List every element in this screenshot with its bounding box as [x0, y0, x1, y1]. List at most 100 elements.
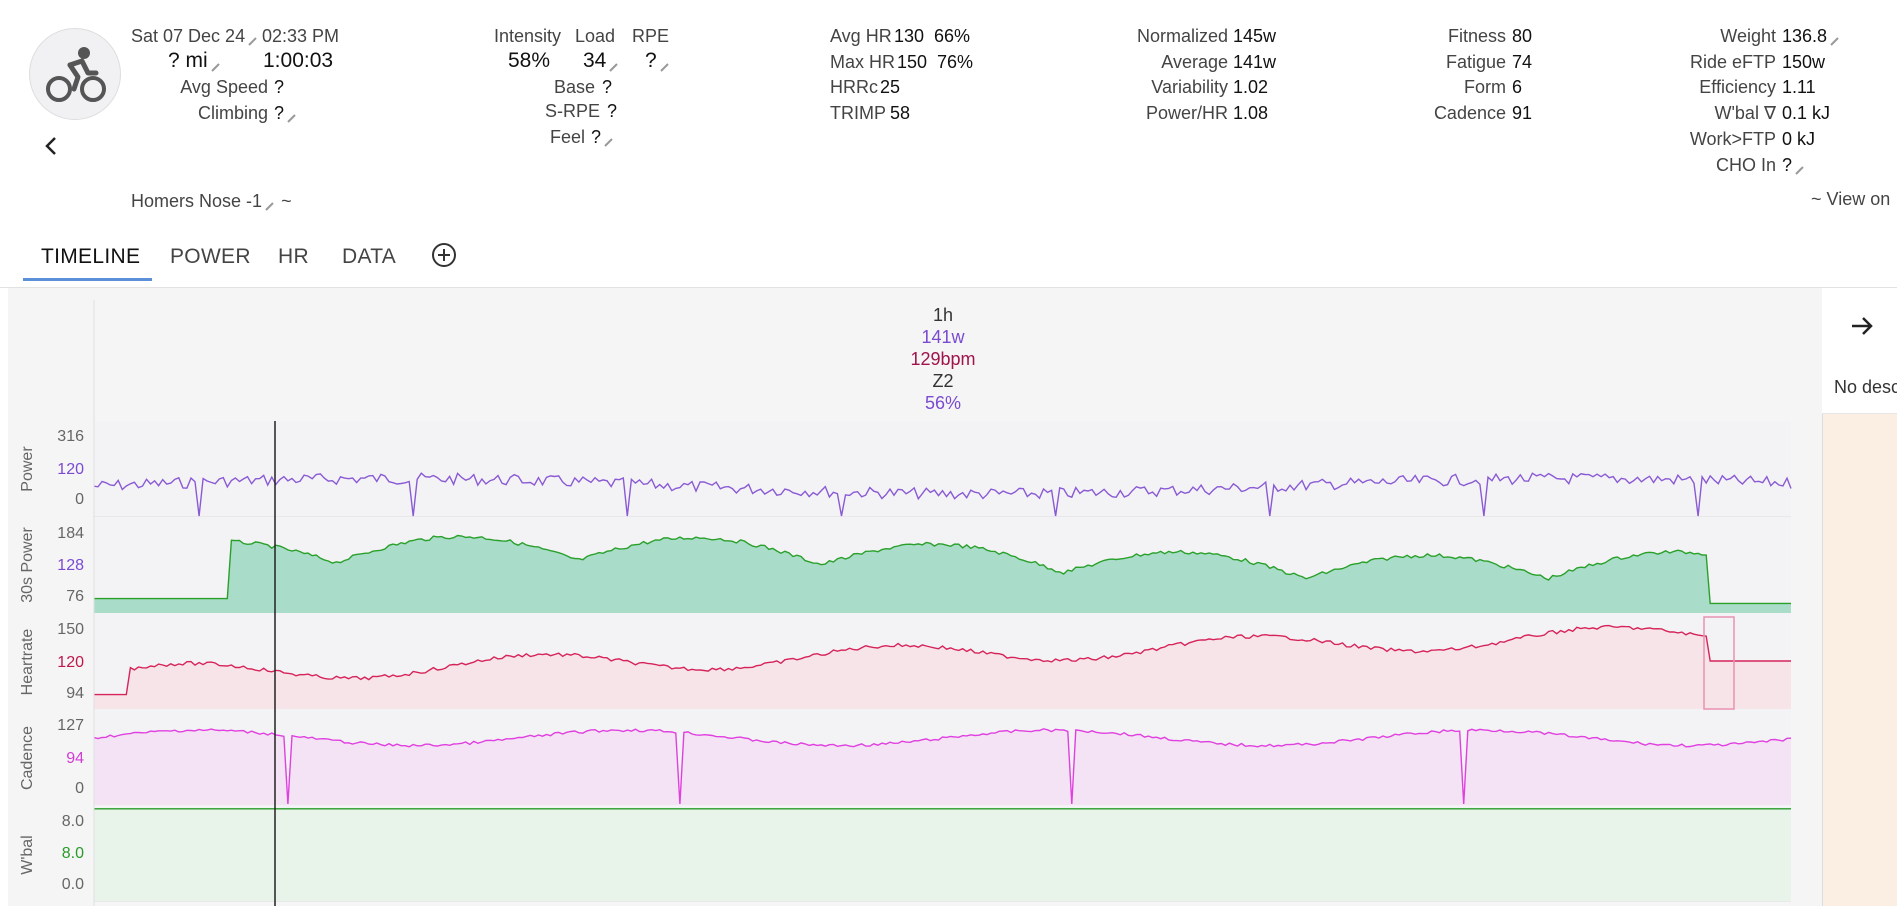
fitness-value: 80 [1512, 26, 1533, 46]
cadence-axis-label: Cadence [19, 725, 36, 791]
form-label: Form [1464, 77, 1506, 97]
weight-label: Weight [1720, 26, 1776, 46]
timeline-charts[interactable] [0, 0, 1822, 906]
avg-hr-value: 130 [894, 26, 925, 46]
climbing-value: ? [274, 103, 298, 124]
cadence-tick-max: 127 [57, 717, 84, 734]
avg-hr-label: Avg HR [830, 26, 892, 46]
hr-selection-box [1703, 616, 1735, 710]
power-tick-min: 0 [75, 491, 84, 508]
wbal-tick-mid: 8.0 [61, 845, 84, 862]
efficiency-label: Efficiency [1699, 77, 1776, 97]
power30-tick-mid: 128 [57, 557, 84, 574]
intensity-value: 58% [508, 49, 551, 72]
wbal-tick-min: 0.0 [61, 876, 84, 893]
header-divider [0, 287, 1897, 288]
add-tab-icon[interactable] [431, 242, 457, 268]
back-arrow-icon[interactable] [40, 134, 64, 158]
hr-tick-max: 150 [57, 621, 84, 638]
edit-pencil-icon[interactable] [659, 55, 671, 73]
efficiency-value: 1.11 [1782, 77, 1816, 97]
tab-hr[interactable]: HR [278, 245, 309, 268]
power-tick-max: 316 [57, 428, 84, 445]
cadence-label: Cadence [1433, 103, 1506, 123]
chart-lane-bg [94, 421, 1791, 517]
power30-tick-max: 184 [57, 525, 84, 542]
climbing-label: Climbing [197, 103, 268, 123]
normalized-label: Normalized [1136, 26, 1228, 46]
hrrc-label: HRRc [830, 77, 878, 97]
activity-time: 02:33 PM [262, 26, 340, 46]
tab-timeline[interactable]: TIMELINE [41, 245, 141, 268]
arrow-right-icon[interactable] [1848, 312, 1876, 340]
base-value: ? [602, 77, 613, 97]
srpe-value: ? [607, 101, 618, 121]
variability-value: 1.02 [1233, 77, 1269, 97]
trimp-value: 58 [890, 103, 911, 123]
edit-pencil-icon[interactable] [603, 132, 615, 147]
hrrc-value: 25 [880, 77, 901, 97]
edit-pencil-icon[interactable] [247, 31, 259, 46]
fatigue-label: Fatigue [1445, 52, 1506, 72]
cycling-icon [46, 47, 106, 102]
cadence-tick-min: 0 [75, 780, 84, 797]
work-ftp-label: Work>FTP [1689, 129, 1776, 149]
edit-pencil-icon[interactable] [286, 108, 298, 123]
series-area-1 [94, 535, 1791, 613]
avg-speed-label: Avg Speed [180, 77, 268, 97]
tab-power[interactable]: POWER [170, 245, 251, 268]
series-line-1 [94, 534, 1791, 605]
wbal-value: 0.1 kJ [1782, 103, 1831, 123]
max-hr-pct: 76% [937, 52, 974, 72]
feel-label: Feel [549, 127, 585, 147]
activity-name[interactable]: Homers Nose -1 ~ [131, 191, 292, 211]
cho-label: CHO In [1715, 155, 1776, 175]
power-hr-label: Power/HR [1145, 103, 1228, 123]
cho-value: ? [1782, 155, 1806, 176]
edit-pencil-icon[interactable] [608, 55, 620, 73]
power-axis-label: Power [19, 446, 36, 492]
eftp-label: Ride eFTP [1689, 52, 1776, 72]
max-hr-value: 150 [897, 52, 928, 72]
intensity-label: Intensity [494, 26, 562, 46]
trimp-label: TRIMP [830, 103, 886, 123]
distance-value: ? mi [168, 49, 222, 73]
summary-pct: 56% [924, 393, 962, 413]
series-area-3 [94, 728, 1791, 805]
cadence-value: 91 [1512, 103, 1533, 123]
fitness-label: Fitness [1447, 26, 1506, 46]
duration-value: 1:00:03 [263, 49, 334, 72]
base-label: Base [553, 77, 595, 97]
summary-hr: 129bpm [910, 349, 976, 369]
wbal-axis-label: W'bal [19, 835, 36, 875]
heartrate-axis-label: Heartrate [19, 628, 36, 696]
active-tab-indicator [23, 278, 152, 281]
view-on-link[interactable]: ~ View on [1811, 189, 1891, 209]
cadence-tick-mid: 94 [66, 750, 84, 767]
rpe-value: ? [645, 49, 671, 73]
description-placeholder[interactable]: No desc [1834, 377, 1897, 397]
edit-pencil-icon[interactable] [210, 55, 222, 73]
edit-pencil-icon[interactable] [1829, 31, 1841, 46]
power-tick-mid: 120 [57, 461, 84, 478]
hr-tick-min: 94 [66, 685, 84, 702]
weight-value: 136.8 [1782, 26, 1841, 47]
edit-pencil-icon[interactable] [1794, 160, 1806, 175]
series-line-2 [94, 624, 1791, 696]
series-line-0 [93, 472, 1792, 517]
fatigue-value: 74 [1512, 52, 1533, 72]
summary-zone: Z2 [932, 371, 954, 391]
edit-pencil-icon[interactable] [264, 196, 276, 211]
variability-label: Variability [1151, 77, 1228, 97]
wbal-label: W'bal ∇ [1714, 103, 1777, 123]
average-value: 141w [1233, 52, 1277, 72]
series-line-3 [93, 728, 1792, 805]
avg-hr-pct: 66% [934, 26, 971, 46]
tab-data[interactable]: DATA [342, 245, 397, 268]
average-label: Average [1161, 52, 1228, 72]
eftp-value: 150w [1782, 52, 1826, 72]
work-ftp-value: 0 kJ [1782, 129, 1816, 149]
series-area-4 [94, 808, 1791, 901]
load-value: 34 [583, 49, 620, 73]
wbal-tick-max: 8.0 [61, 813, 84, 830]
